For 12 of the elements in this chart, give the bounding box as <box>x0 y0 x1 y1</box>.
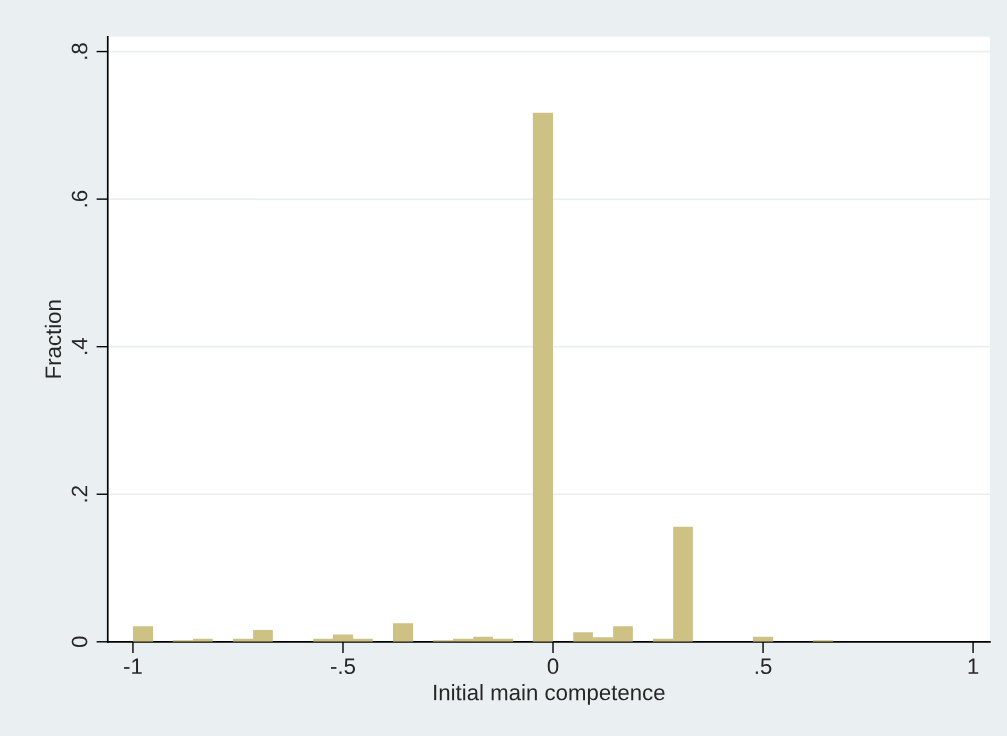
y-axis-title: Fraction <box>44 300 62 378</box>
x-tick-label: -1 <box>124 658 142 674</box>
x-tick-label: .5 <box>755 658 772 675</box>
x-tick-label: 1 <box>968 658 979 674</box>
y-tick-label: .2 <box>71 486 88 502</box>
x-tick-label: 0 <box>547 658 559 675</box>
y-tick-label: .4 <box>71 338 88 354</box>
y-tick-label: .6 <box>71 190 88 207</box>
y-tick-label: .8 <box>71 43 88 59</box>
x-axis-title: Initial main competence <box>434 684 665 705</box>
y-tick-label: 0 <box>71 636 88 648</box>
x-tick-label: -.5 <box>331 658 356 675</box>
